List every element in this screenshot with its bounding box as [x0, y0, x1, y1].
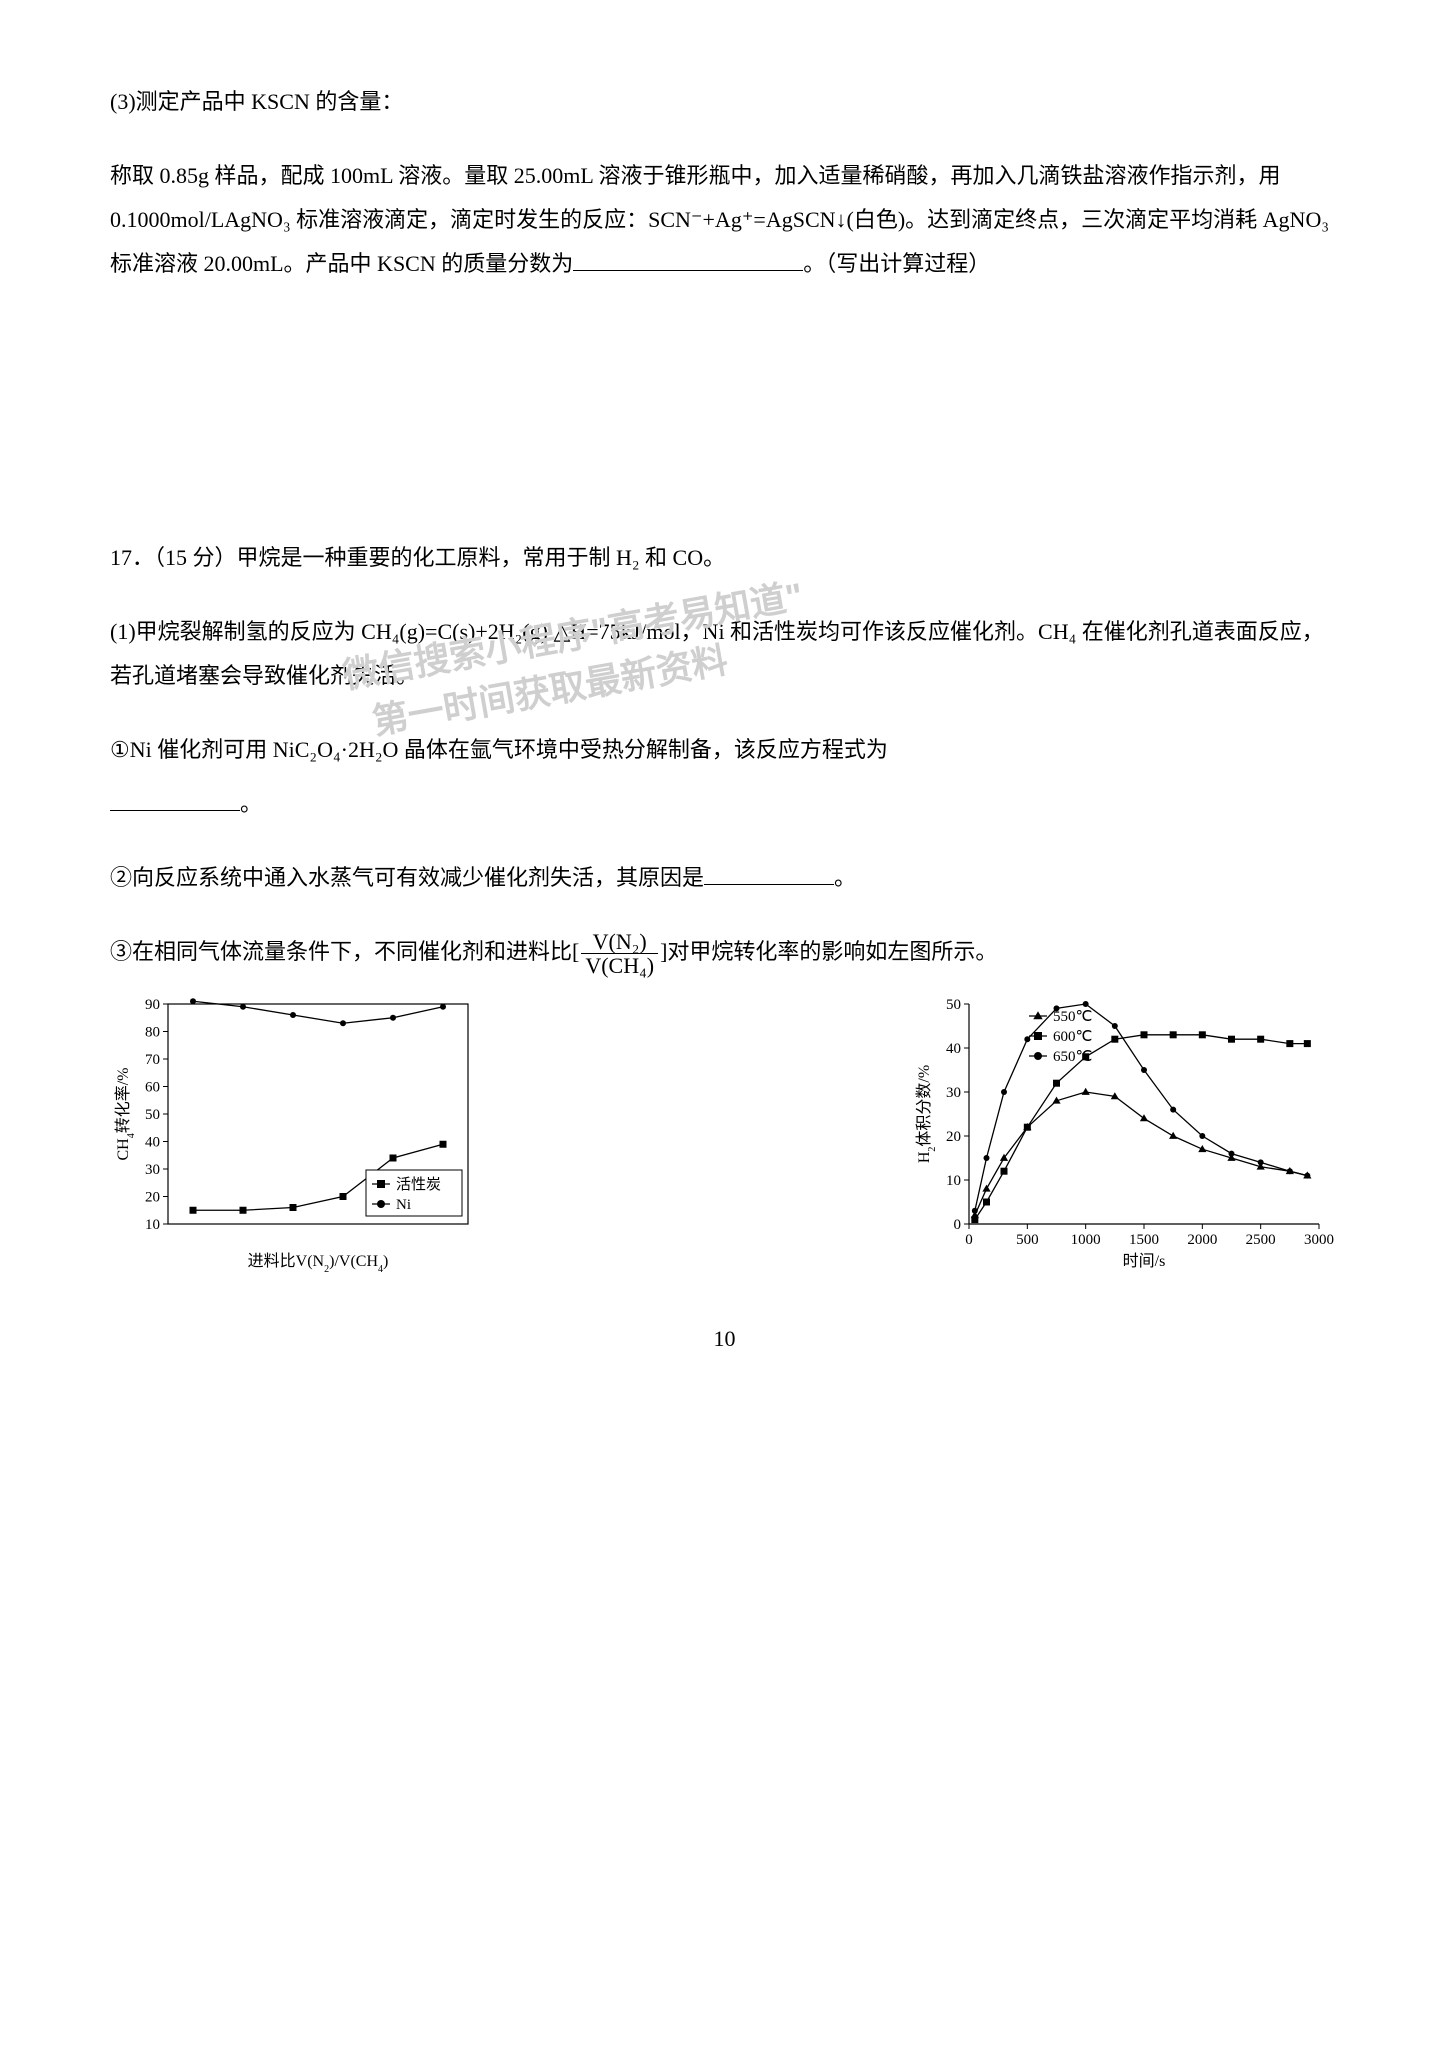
svg-text:3000: 3000 — [1304, 1232, 1334, 1248]
svg-text:2500: 2500 — [1246, 1232, 1276, 1248]
q17-1-2-tail: 。 — [834, 865, 856, 890]
q3-tail: 。（写出计算过程） — [803, 251, 990, 276]
charts-container: 10 20 30 40 50 60 70 80 90 活性炭 Ni CH4转化率/% 进料比V(N2)/… — [110, 994, 1339, 1299]
svg-text:10: 10 — [145, 1217, 160, 1233]
svg-text:30: 30 — [145, 1162, 160, 1178]
q17-1-1-para: ①Ni 催化剂可用 NiC₂O₄·2H₂O 晶体在氩气环境中受热分解制备，该反应… — [110, 728, 1339, 772]
svg-text:80: 80 — [145, 1024, 160, 1040]
svg-text:活性炭: 活性炭 — [396, 1176, 441, 1193]
svg-text:90: 90 — [145, 997, 160, 1013]
q17-1-intro: (1)甲烷裂解制氢的反应为 CH₄(g)=C(s)+2H₂(g) △H=75kJ… — [110, 610, 1339, 698]
svg-text:50: 50 — [145, 1107, 160, 1123]
q17-1-3-post: ]对甲烷转化率的影响如左图所示。 — [660, 939, 997, 964]
chart-left-container: 10 20 30 40 50 60 70 80 90 活性炭 Ni CH4转化率/% 进料比V(N2)/… — [110, 994, 490, 1299]
svg-text:20: 20 — [145, 1189, 160, 1205]
svg-text:650℃: 650℃ — [1053, 1049, 1092, 1065]
svg-text:Ni: Ni — [396, 1197, 411, 1213]
svg-text:30: 30 — [946, 1085, 961, 1101]
fraction-den: V(CH₄) — [581, 954, 658, 977]
q17-1-3-pre: ③在相同气体流量条件下，不同催化剂和进料比[ — [110, 939, 579, 964]
svg-text:70: 70 — [145, 1052, 160, 1068]
svg-text:进料比V(N2)/V(CH4): 进料比V(N2)/V(CH4) — [248, 1252, 389, 1275]
chart-left: 10 20 30 40 50 60 70 80 90 活性炭 Ni CH4转化率/% 进料比V(N2)/… — [110, 994, 490, 1284]
q17-1-3-para: ③在相同气体流量条件下，不同催化剂和进料比[V(N₂)V(CH₄)]对甲烷转化率… — [110, 930, 1339, 978]
svg-text:CH4转化率/%: CH4转化率/% — [114, 1067, 137, 1160]
svg-text:10: 10 — [946, 1173, 961, 1189]
svg-text:550℃: 550℃ — [1053, 1009, 1092, 1025]
q3-header: (3)测定产品中 KSCN 的含量： — [110, 80, 1339, 124]
svg-text:500: 500 — [1016, 1232, 1039, 1248]
q17-1-1-tail: 。 — [240, 791, 262, 816]
svg-text:1500: 1500 — [1129, 1232, 1159, 1248]
svg-text:20: 20 — [946, 1129, 961, 1145]
svg-text:时间/s: 时间/s — [1123, 1252, 1166, 1270]
svg-text:40: 40 — [946, 1041, 961, 1057]
q3-answer-blank — [573, 246, 803, 271]
fraction-num: V(N₂) — [581, 930, 658, 954]
q17-1-1-text: ①Ni 催化剂可用 NiC₂O₄·2H₂O 晶体在氩气环境中受热分解制备，该反应… — [110, 737, 888, 762]
chart-right: 01020304050050010001500200025003000550℃6… — [909, 994, 1339, 1284]
svg-text:600℃: 600℃ — [1053, 1029, 1092, 1045]
svg-text:2000: 2000 — [1187, 1232, 1217, 1248]
q17-1-1-blank — [110, 786, 240, 811]
chart-right-container: 01020304050050010001500200025003000550℃6… — [909, 994, 1339, 1299]
q17-1-2-para: ②向反应系统中通入水蒸气可有效减少催化剂失活，其原因是 。 — [110, 856, 1339, 900]
svg-text:60: 60 — [145, 1079, 160, 1095]
q17-header: 17．（15 分）甲烷是一种重要的化工原料，常用于制 H₂ 和 CO。 — [110, 536, 1339, 580]
svg-text:0: 0 — [965, 1232, 973, 1248]
q3-body-para: 称取 0.85g 样品，配成 100mL 溶液。量取 25.00mL 溶液于锥形… — [110, 154, 1339, 286]
fraction: V(N₂)V(CH₄) — [581, 930, 658, 977]
q17-1-2-blank — [704, 860, 834, 885]
q17-1-2-text: ②向反应系统中通入水蒸气可有效减少催化剂失活，其原因是 — [110, 865, 704, 890]
svg-text:50: 50 — [946, 997, 961, 1013]
page-number: 10 — [110, 1317, 1339, 1361]
svg-text:0: 0 — [954, 1217, 962, 1233]
svg-text:1000: 1000 — [1071, 1232, 1101, 1248]
svg-text:H2体积分数/%: H2体积分数/% — [915, 1064, 938, 1162]
q17-1-1-blank-line: 。 — [110, 782, 1339, 826]
svg-text:40: 40 — [145, 1134, 160, 1150]
